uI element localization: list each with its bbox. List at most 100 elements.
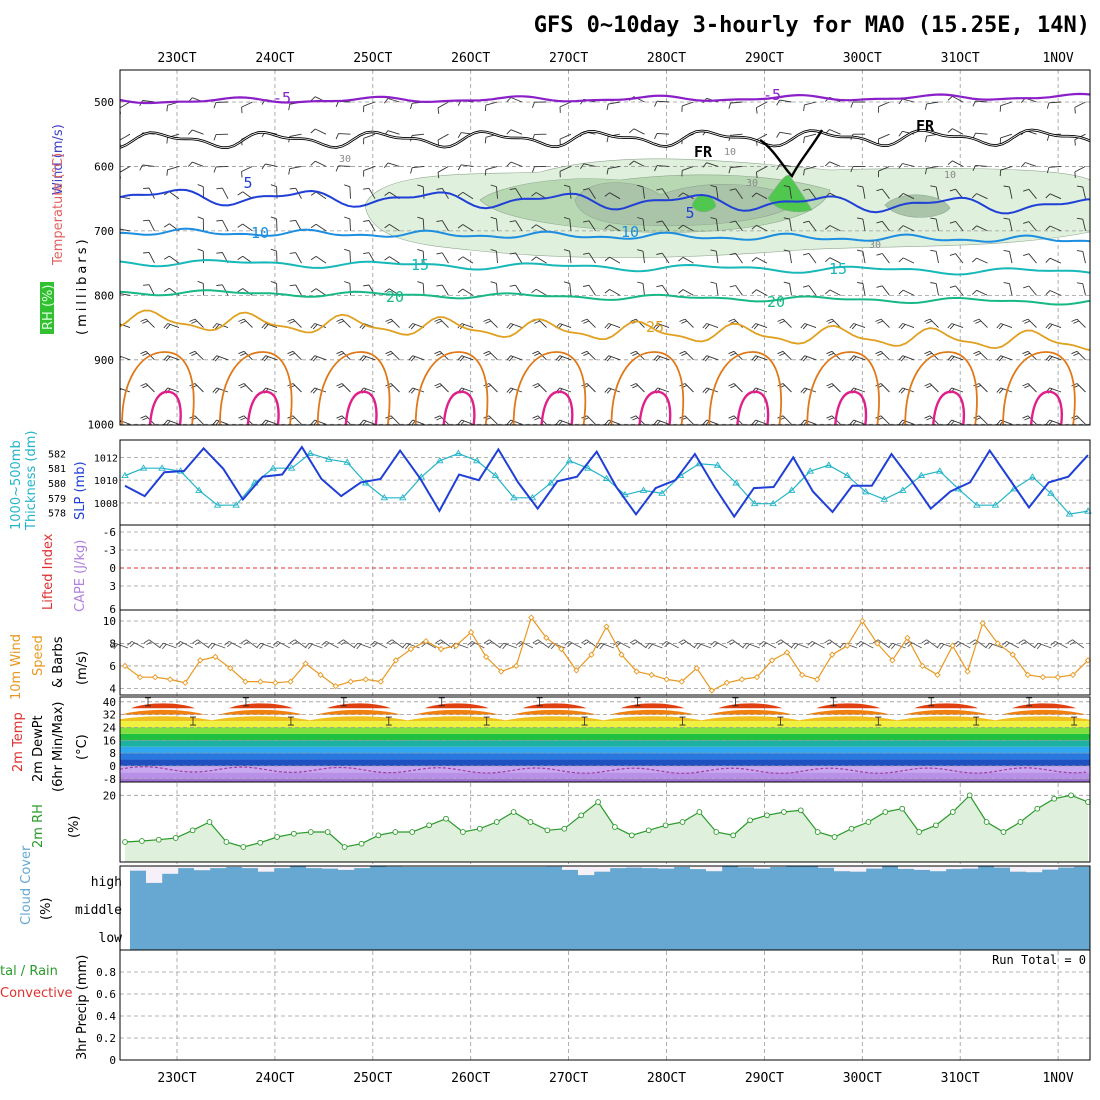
upper-barb-339	[581, 350, 596, 361]
contour-label-16: 30	[746, 178, 758, 189]
thickness-point-15	[398, 493, 407, 501]
pressure-label-1000: 1000	[88, 418, 115, 431]
upper-barb-222	[656, 252, 670, 264]
wind-point-56	[964, 668, 971, 675]
surface-barb-54	[985, 642, 1003, 650]
upper-barb-155	[971, 193, 988, 200]
upper-barb-140	[604, 192, 621, 200]
cloud-gap-2	[162, 866, 179, 874]
precip-tick-4: 0	[109, 1054, 116, 1067]
upper-barb-67	[776, 131, 792, 138]
minmax-marker-8-1	[973, 716, 980, 726]
upper-barb-145	[729, 188, 743, 199]
slp-axis-label: SLP (mb)	[73, 461, 88, 520]
upper-barb-181	[637, 217, 645, 231]
rh-point-1	[139, 838, 145, 844]
surface-barb-34	[661, 641, 680, 649]
upper-barb-253	[436, 284, 449, 296]
wind-point-4	[182, 679, 189, 686]
upper-barb-116	[999, 165, 1013, 177]
thickness-point-17	[436, 456, 444, 464]
upper-barb-262	[656, 284, 670, 296]
upper-barb-331	[385, 350, 400, 361]
upper-barb-257	[531, 288, 547, 296]
min-max-markers	[145, 697, 1078, 726]
thickness-point-34	[750, 499, 759, 507]
rh-point-22	[493, 819, 500, 825]
upper-barb-261	[637, 281, 645, 296]
precip-total-rain-label: tal / Rain	[0, 964, 58, 979]
upper-barb-283	[189, 318, 204, 328]
rh-ticks: 20	[103, 789, 116, 802]
minmax-marker-6-1	[777, 716, 784, 726]
minmax-marker-2-1	[385, 716, 392, 726]
temp-hump-1-2	[228, 703, 293, 709]
upper-barb-317	[1022, 318, 1037, 328]
temp-hump-8-2	[914, 703, 979, 709]
li-tick-1: -3	[103, 544, 116, 557]
wind-point-16	[362, 676, 369, 683]
thickness-series	[124, 452, 1089, 515]
contour-freezing-line-inner	[120, 129, 1090, 148]
upper-barb-336	[506, 355, 523, 362]
surface-barb-39	[742, 642, 760, 650]
wind10-label-1: 10m Wind	[9, 634, 24, 700]
wind10-label-2: Speed	[31, 635, 46, 676]
upper-barb-211	[384, 256, 400, 264]
rh-point-9	[274, 834, 280, 840]
upper-barb-32	[898, 98, 915, 105]
upper-barb-28	[803, 101, 817, 111]
precip-ticks: 0.8 0.6 0.4 0.2 0	[96, 966, 116, 1067]
upper-barb-86	[261, 163, 278, 170]
upper-barb-80	[120, 166, 131, 179]
upper-barb-302	[653, 323, 670, 330]
rh-point-13	[341, 844, 348, 850]
upper-barb-34	[947, 96, 964, 103]
contour-thirtyfive-9	[1029, 390, 1063, 425]
upper-barb-192	[898, 225, 915, 232]
contour-thirty-0	[121, 351, 195, 425]
wind-point-50	[874, 640, 881, 647]
wind-point-58	[994, 640, 1001, 647]
temp-hump-0-2	[131, 703, 195, 709]
wind-point-11	[287, 678, 294, 685]
temp-hump-3-1	[414, 709, 499, 715]
cloud-gap-7	[242, 866, 259, 869]
upper-barb-163	[197, 216, 204, 231]
wind-point-40	[723, 679, 731, 686]
surface-barb-28	[564, 641, 582, 649]
upper-barb-243	[197, 280, 204, 296]
wind-point-49	[859, 617, 866, 625]
rh-point-14	[358, 840, 365, 847]
upper-barb-58	[559, 133, 572, 146]
upper-barb-117	[1020, 162, 1037, 168]
surface-barb-35	[678, 639, 696, 649]
cloud-gap-1	[146, 866, 163, 883]
rh-point-37	[747, 817, 753, 824]
upper-barb-281	[140, 318, 155, 328]
upper-barb-289	[336, 318, 351, 328]
wind-point-51	[889, 657, 896, 664]
cloud-gap-45	[850, 866, 867, 872]
upper-barb-254	[457, 288, 474, 296]
slp-panel-frame	[119, 439, 1091, 526]
temp-hump-4-0	[502, 716, 607, 722]
upper-barb-233	[930, 249, 939, 264]
wind-point-45	[798, 671, 806, 679]
cloud-gap-52	[962, 866, 979, 869]
thickness-point-8	[269, 464, 277, 471]
thickness-point-19	[473, 456, 481, 464]
upper-barb-263	[678, 289, 694, 296]
rh-point-35	[713, 829, 720, 835]
upper-barb-11	[383, 98, 400, 104]
wind-tick-1: 8	[109, 637, 116, 650]
upper-barb-157	[1023, 188, 1037, 199]
cloud-gap-27	[562, 866, 579, 870]
temp-hump-5-0	[600, 716, 705, 722]
cloud-gap-9	[274, 866, 291, 869]
upper-barb-380	[604, 387, 621, 394]
surface-barb-48	[888, 642, 906, 650]
wind-point-9	[257, 678, 264, 685]
upper-barb-228	[802, 252, 817, 264]
upper-barb-264	[710, 281, 719, 296]
